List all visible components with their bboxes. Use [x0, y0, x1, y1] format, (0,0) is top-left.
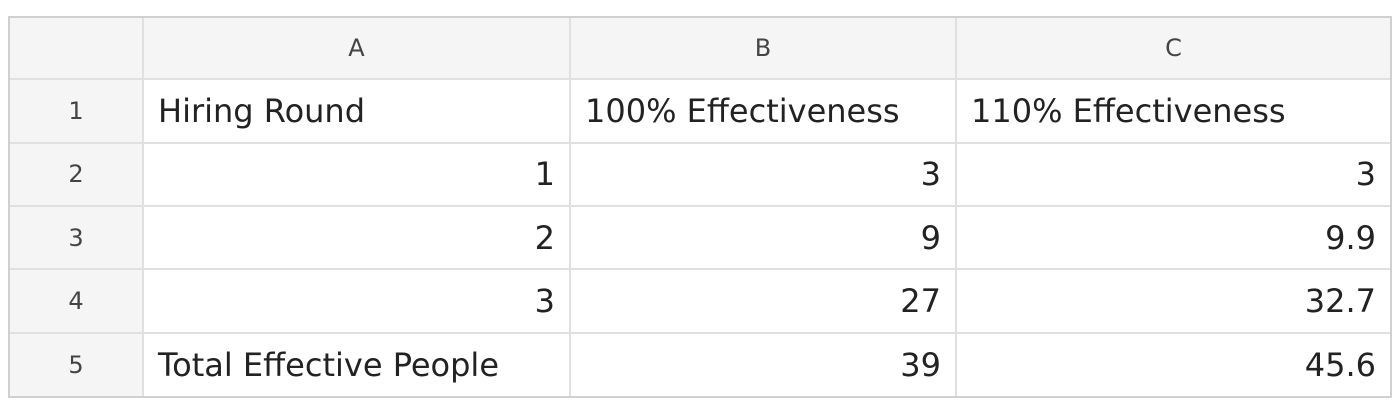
cell-c3[interactable]: 9.9 — [955, 204, 1390, 271]
row-header-1[interactable]: 1 — [10, 78, 144, 144]
column-header-c[interactable]: C — [955, 18, 1390, 81]
table-row: 1 Hiring Round 100% Effectiveness 110% E… — [10, 78, 1390, 144]
cell-a4[interactable]: 3 — [142, 268, 571, 334]
spreadsheet-frame: A B C 1 Hiring Round 100% Effectiveness … — [8, 16, 1392, 398]
cell-a3[interactable]: 2 — [142, 204, 571, 271]
row-header-3[interactable]: 3 — [10, 204, 144, 271]
column-header-b[interactable]: B — [569, 18, 957, 81]
cell-a2[interactable]: 1 — [142, 141, 571, 207]
cell-b3[interactable]: 9 — [569, 204, 957, 271]
row-header-5[interactable]: 5 — [10, 331, 144, 396]
column-header-a[interactable]: A — [142, 18, 571, 81]
table-row: 2 1 3 3 — [10, 141, 1390, 207]
cell-b5[interactable]: 39 — [569, 331, 957, 396]
cell-a1[interactable]: Hiring Round — [142, 78, 571, 144]
cell-b4[interactable]: 27 — [569, 268, 957, 334]
cell-c1[interactable]: 110% Effectiveness — [955, 78, 1390, 144]
cell-c2[interactable]: 3 — [955, 141, 1390, 207]
row-header-4[interactable]: 4 — [10, 268, 144, 334]
table-row: 5 Total Effective People 39 45.6 — [10, 331, 1390, 396]
cell-b2[interactable]: 3 — [569, 141, 957, 207]
cell-c5[interactable]: 45.6 — [955, 331, 1390, 396]
cell-c4[interactable]: 32.7 — [955, 268, 1390, 334]
table-row: 3 2 9 9.9 — [10, 204, 1390, 271]
cell-b1[interactable]: 100% Effectiveness — [569, 78, 957, 144]
select-all-corner[interactable] — [10, 18, 144, 81]
cell-a5[interactable]: Total Effective People — [142, 331, 571, 396]
column-header-row: A B C — [10, 18, 1390, 81]
table-row: 4 3 27 32.7 — [10, 268, 1390, 334]
spreadsheet-grid: A B C 1 Hiring Round 100% Effectiveness … — [10, 18, 1390, 396]
row-header-2[interactable]: 2 — [10, 141, 144, 207]
